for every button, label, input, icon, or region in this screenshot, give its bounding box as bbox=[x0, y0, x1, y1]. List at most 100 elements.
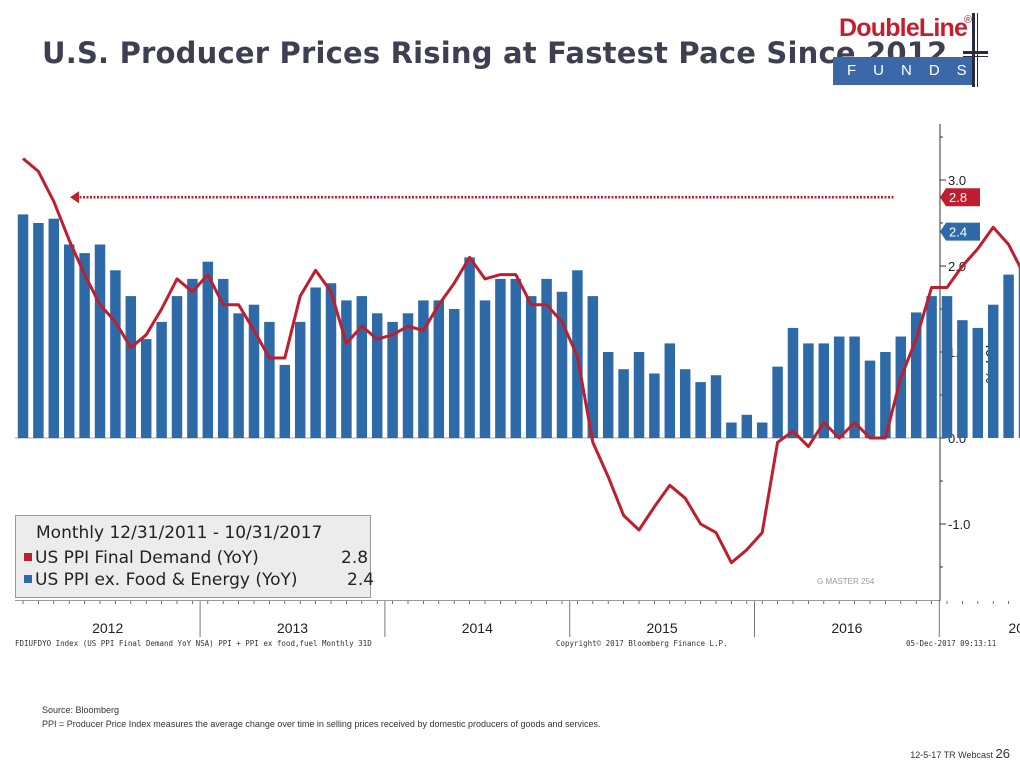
x-year-label: 2017 bbox=[1008, 620, 1020, 636]
bar bbox=[880, 352, 891, 438]
bar bbox=[849, 336, 860, 438]
legend-value: 2.4 bbox=[347, 570, 375, 590]
logo-cross-line bbox=[972, 13, 975, 87]
bar bbox=[957, 320, 968, 438]
bar bbox=[202, 261, 214, 438]
bar bbox=[633, 352, 645, 438]
bar bbox=[510, 278, 522, 438]
bar bbox=[618, 369, 629, 438]
bar bbox=[541, 278, 552, 438]
last-value-tag-label: 2.4 bbox=[949, 225, 967, 240]
bar bbox=[217, 278, 229, 438]
last-value-tag bbox=[940, 188, 980, 207]
x-axis-band bbox=[15, 601, 940, 637]
bar bbox=[679, 369, 691, 438]
bar bbox=[602, 352, 614, 438]
bar bbox=[125, 296, 137, 438]
legend-value: 2.8 bbox=[341, 548, 369, 568]
source-note: Source: Bloomberg bbox=[42, 705, 120, 715]
bar bbox=[140, 339, 152, 438]
bar bbox=[294, 321, 306, 438]
bar bbox=[464, 257, 475, 438]
bar bbox=[1018, 266, 1020, 438]
legend-label: US PPI ex. Food & Energy (YoY) bbox=[35, 570, 298, 590]
line-final-demand bbox=[22, 157, 1020, 565]
legend-swatch-blue bbox=[24, 575, 32, 583]
bar bbox=[356, 296, 368, 438]
x-year-label: 2015 bbox=[647, 620, 678, 636]
logo-name: DoubleLine bbox=[839, 14, 968, 42]
bar bbox=[479, 300, 491, 438]
bar bbox=[787, 327, 799, 438]
bar bbox=[833, 336, 845, 438]
x-year-label: 2012 bbox=[92, 620, 123, 636]
bar bbox=[264, 321, 275, 438]
logo-funds-bar: FUNDS bbox=[833, 57, 973, 85]
last-value-tag bbox=[940, 222, 980, 241]
bar bbox=[864, 360, 876, 438]
bar bbox=[926, 296, 937, 438]
bar bbox=[495, 278, 506, 438]
bar bbox=[63, 244, 75, 438]
bar bbox=[156, 321, 167, 438]
y-tick-label: -1.0 bbox=[948, 517, 970, 532]
bar bbox=[972, 327, 984, 438]
bar bbox=[310, 287, 321, 438]
bar bbox=[649, 373, 660, 438]
legend-label: US PPI Final Demand (YoY) bbox=[35, 548, 259, 568]
x-year-label: 2016 bbox=[831, 620, 862, 636]
bar bbox=[741, 414, 753, 438]
bar bbox=[941, 296, 953, 438]
legend-header: Monthly 12/31/2011 - 10/31/2017 bbox=[36, 523, 323, 543]
logo-cross-line bbox=[977, 13, 978, 87]
footer-copyright: Copyright© 2017 Bloomberg Finance L.P. bbox=[556, 639, 728, 648]
bar bbox=[710, 375, 722, 438]
bar bbox=[48, 218, 60, 438]
bar bbox=[371, 313, 383, 438]
bar bbox=[556, 291, 568, 438]
bar bbox=[33, 223, 44, 438]
legend-item-ex-food-energy: US PPI ex. Food & Energy (YoY) bbox=[24, 570, 298, 590]
logo-registered-mark: ® bbox=[964, 14, 973, 26]
y-tick-label: 2.0 bbox=[948, 259, 966, 274]
doubleline-logo: DoubleLine ® FUNDS bbox=[833, 13, 988, 87]
bar bbox=[910, 312, 922, 438]
bar bbox=[772, 366, 783, 438]
footer-timestamp: 05-Dec-2017 09:13:11 bbox=[906, 639, 997, 648]
bar bbox=[94, 244, 106, 438]
x-year-label: 2014 bbox=[462, 620, 493, 636]
bar bbox=[664, 343, 676, 438]
bar bbox=[418, 300, 429, 438]
webcast-label: 12-5-17 TR Webcast bbox=[910, 750, 994, 760]
bar bbox=[1003, 274, 1014, 438]
slide-footer: 12-5-17 TR Webcast 26 bbox=[910, 746, 1010, 761]
bar bbox=[433, 300, 445, 438]
bar bbox=[79, 253, 90, 438]
bar bbox=[341, 300, 352, 438]
legend-item-final-demand: US PPI Final Demand (YoY) bbox=[24, 548, 259, 568]
chart-legend: Monthly 12/31/2011 - 10/31/2017 US PPI F… bbox=[15, 515, 375, 598]
bar bbox=[587, 296, 599, 438]
legend-swatch-red bbox=[24, 553, 32, 561]
bar bbox=[987, 304, 999, 438]
bar bbox=[756, 422, 768, 438]
bar bbox=[17, 214, 29, 438]
bar bbox=[803, 343, 814, 438]
ppi-definition: PPI = Producer Price Index measures the … bbox=[42, 719, 601, 729]
footer-ticker-note: FDIUFDYO Index (US PPI Final Demand YoY … bbox=[15, 639, 372, 648]
bar bbox=[818, 343, 830, 438]
chart-watermark: G MASTER 254 bbox=[817, 577, 875, 586]
last-value-tag-label: 2.8 bbox=[949, 190, 967, 205]
page-title: U.S. Producer Prices Rising at Fastest P… bbox=[42, 36, 948, 70]
bar bbox=[402, 313, 414, 438]
bar bbox=[233, 313, 244, 438]
bar bbox=[387, 321, 398, 438]
bar bbox=[171, 296, 183, 438]
logo-cross-line bbox=[963, 51, 988, 54]
reference-arrowhead bbox=[70, 191, 79, 204]
logo-cross-line bbox=[963, 56, 988, 57]
y-tick-label: 3.0 bbox=[948, 173, 966, 188]
bar bbox=[726, 422, 737, 438]
bar bbox=[110, 270, 121, 438]
bar bbox=[695, 382, 706, 438]
